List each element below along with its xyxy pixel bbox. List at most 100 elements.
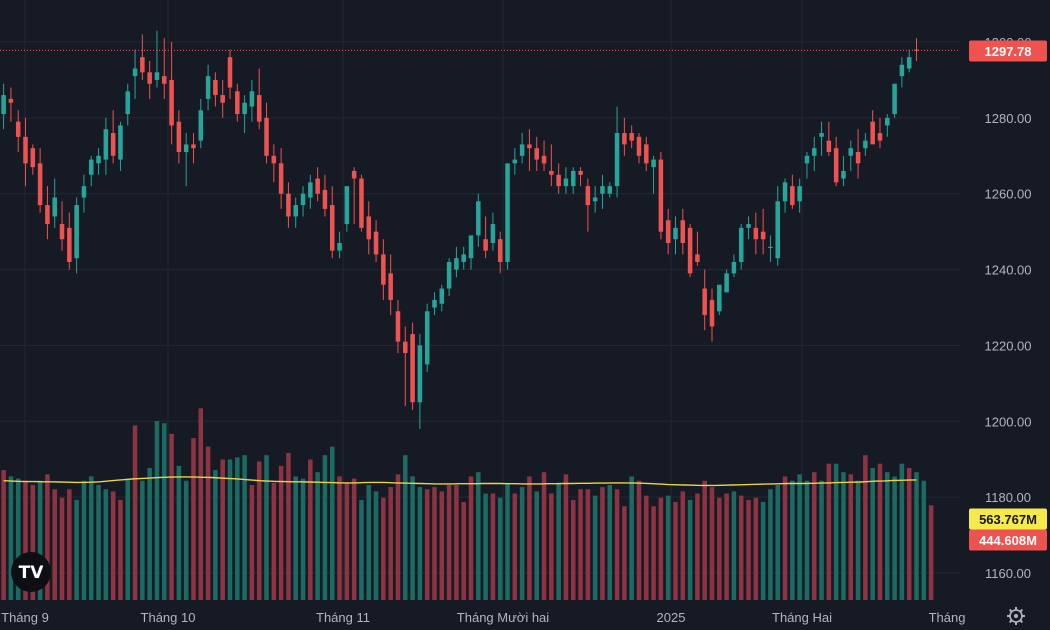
candle: [154, 30, 160, 88]
candle: [359, 174, 364, 232]
candle: [848, 140, 854, 171]
candle-body: [67, 227, 72, 262]
candle: [322, 174, 328, 217]
volume-ma-badge-label: 563.767M: [979, 512, 1037, 527]
volume-bar: [191, 438, 196, 600]
volume-bar: [863, 455, 868, 600]
candle: [563, 167, 569, 194]
volume-bars: [1, 408, 934, 600]
volume-bar: [636, 480, 642, 600]
candle-body: [680, 220, 686, 244]
candle-body: [855, 151, 861, 164]
candle-body: [424, 311, 430, 365]
candle-body: [563, 178, 569, 187]
candle: [205, 64, 211, 111]
candle-body: [826, 140, 832, 152]
volume-bar: [373, 491, 379, 600]
candle-body: [753, 227, 759, 240]
candle-body: [52, 197, 57, 217]
volume-bar: [132, 425, 138, 600]
x-axis[interactable]: Tháng 9 Tháng 10 Tháng 11 Tháng Mười hai 202…: [1, 610, 965, 625]
candle-body: [249, 91, 255, 107]
candle-body: [863, 140, 868, 149]
volume-bar: [826, 463, 832, 600]
volume-bar: [417, 487, 423, 600]
candle: [775, 186, 781, 266]
candle-body: [344, 186, 350, 225]
volume-bar: [790, 480, 795, 600]
candle: [512, 148, 518, 175]
volume-bar: [738, 495, 744, 600]
volume-bar: [227, 459, 233, 600]
volume-bar: [103, 489, 109, 600]
candle: [468, 235, 474, 270]
candle-body: [600, 186, 605, 194]
volume-bar: [906, 467, 912, 600]
candle-body: [775, 201, 781, 259]
volume-bar: [37, 480, 43, 600]
candle: [804, 151, 810, 179]
candle: [811, 136, 817, 171]
volume-bar: [658, 497, 664, 600]
candle: [863, 133, 868, 156]
candle-body: [205, 76, 211, 99]
candle: [644, 136, 649, 171]
candle-body: [220, 95, 225, 103]
volume-bar: [256, 461, 262, 600]
candle-body: [1, 95, 6, 115]
candle: [300, 186, 306, 217]
candle: [636, 133, 642, 164]
candle: [454, 246, 459, 278]
tradingview-logo[interactable]: TV: [11, 552, 51, 592]
x-tick-label: 2025: [657, 610, 686, 625]
candle: [797, 178, 802, 213]
volume-bar: [359, 499, 364, 600]
volume-bar: [88, 476, 94, 600]
volume-bar: [680, 491, 686, 600]
candle: [191, 133, 196, 164]
candle: [702, 269, 707, 331]
candle-body: [395, 311, 401, 342]
volume-bar: [592, 495, 598, 600]
candle: [607, 182, 613, 198]
candle: [308, 174, 313, 209]
volume-bar: [768, 489, 773, 600]
volume-bar: [490, 493, 496, 600]
candle-body: [541, 155, 547, 164]
candle: [388, 254, 393, 316]
candle: [600, 174, 605, 209]
candle: [446, 258, 452, 297]
volume-bar: [118, 499, 123, 600]
volume-bar: [870, 467, 875, 600]
candle-body: [381, 254, 386, 285]
volume-bar: [176, 465, 182, 600]
x-tick-label: Tháng Mười hai: [457, 610, 549, 625]
candle-body: [797, 186, 802, 202]
volume-bar: [81, 480, 87, 600]
volume-ma-line: [3, 476, 917, 487]
candle: [768, 235, 773, 262]
volume-bar: [140, 480, 145, 600]
candle: [132, 49, 138, 99]
volume-bar: [665, 495, 671, 600]
candle: [395, 299, 401, 354]
candle-body: [585, 186, 591, 206]
candle-body: [96, 155, 101, 164]
candle-body: [271, 155, 277, 164]
candle: [592, 186, 598, 213]
volume-bar: [23, 480, 28, 600]
volume-bar: [709, 487, 715, 600]
candle: [125, 83, 131, 126]
candle-body: [644, 144, 649, 164]
candle: [570, 167, 576, 194]
volume-bar: [424, 489, 430, 600]
candle: [746, 216, 751, 240]
candle: [841, 155, 846, 187]
candle-body: [841, 170, 846, 179]
candle: [819, 121, 824, 156]
candle: [271, 144, 277, 183]
settings-gear-icon[interactable]: [1007, 607, 1025, 625]
candle: [242, 95, 247, 134]
candle-body: [490, 224, 496, 244]
